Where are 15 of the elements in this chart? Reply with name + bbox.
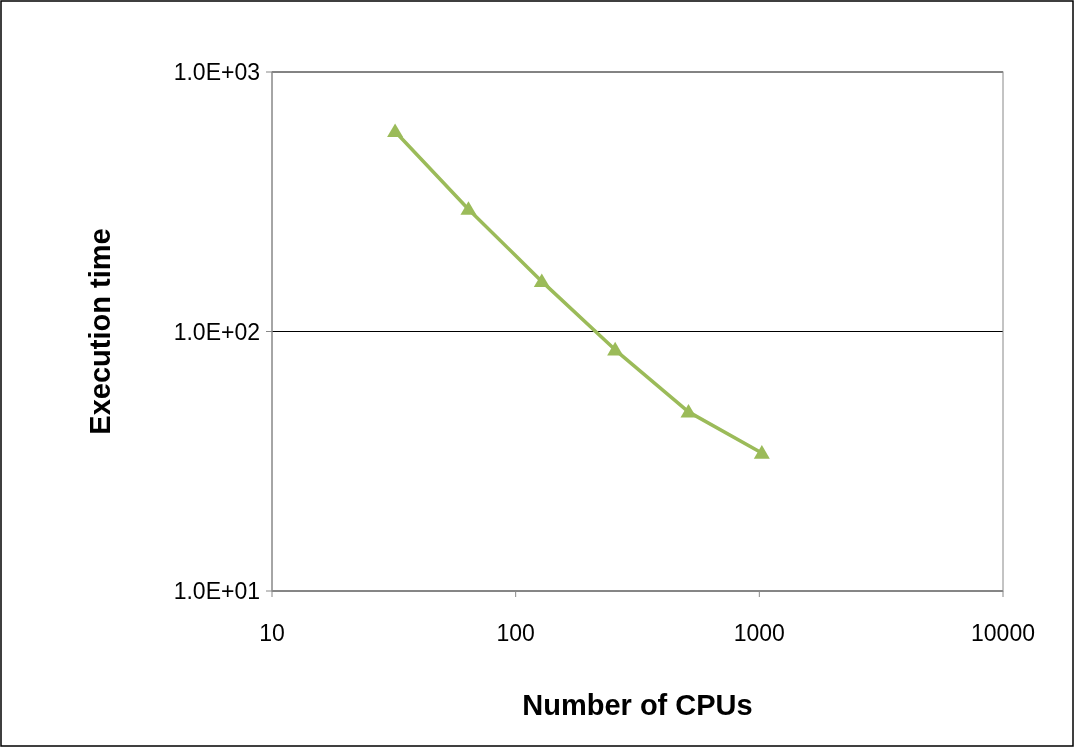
point xyxy=(533,273,550,287)
x-tick-label: 1000 xyxy=(733,620,785,646)
y-tick-label: 1.0E+02 xyxy=(173,318,260,345)
point xyxy=(680,403,697,418)
x-tick-label: 10 xyxy=(259,620,285,646)
point xyxy=(607,341,624,356)
x-tick-label: 100 xyxy=(496,620,535,646)
y-axis-title: Execution time xyxy=(84,228,116,435)
point xyxy=(753,445,770,459)
x-tick-label: 10000 xyxy=(971,620,1035,646)
point xyxy=(460,201,477,215)
point xyxy=(387,123,404,138)
y-tick-label: 1.0E+01 xyxy=(173,578,260,605)
x-axis-title: Number of CPUs xyxy=(522,689,753,721)
y-tick-label: 1.0E+03 xyxy=(173,59,260,86)
